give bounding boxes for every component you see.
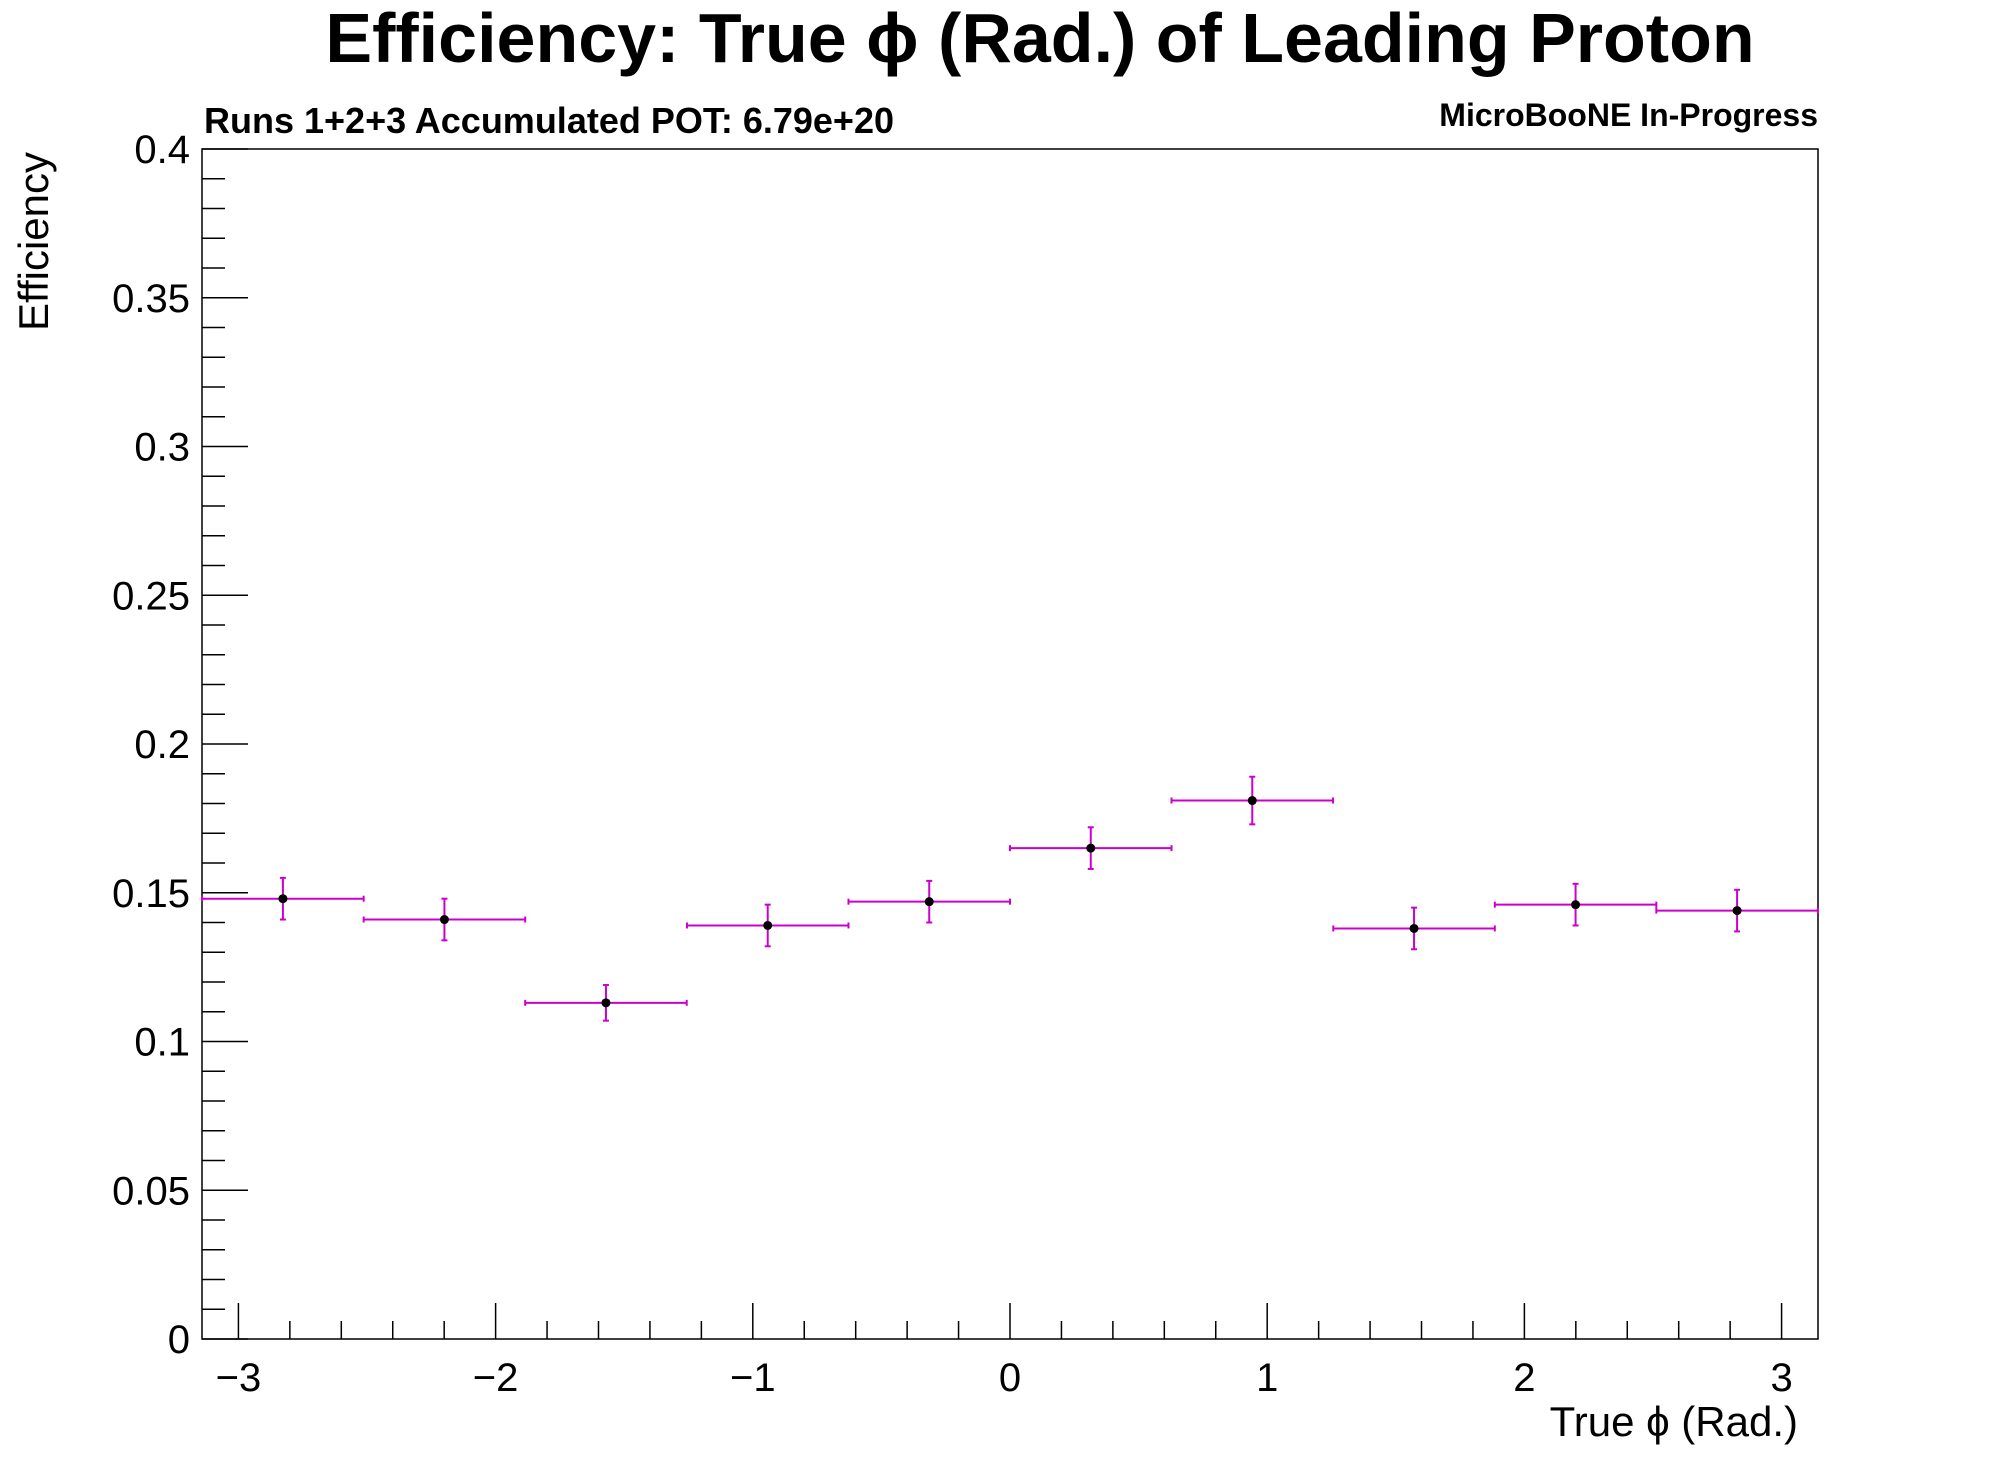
data-marker (763, 920, 773, 930)
chart-title: Efficiency: True ϕ (Rad.) of Leading Pro… (325, 0, 1754, 77)
y-tick-label: 0.1 (134, 1021, 190, 1065)
data-point (1009, 826, 1173, 870)
y-tick-label: 0.35 (112, 277, 190, 321)
y-axis-title: Efficiency (10, 152, 57, 331)
x-tick-label: 0 (999, 1356, 1021, 1400)
plot-frame (201, 148, 1819, 1340)
x-axis-ticks (237, 1303, 1783, 1339)
chart-subtitle-right: MicroBooNE In-Progress (1439, 97, 1818, 133)
data-point (362, 897, 527, 942)
data-point (847, 879, 1011, 924)
y-tick-label: 0.25 (112, 574, 190, 618)
y-tick-label: 0.3 (134, 426, 190, 470)
data-marker (278, 894, 288, 904)
data-point (1170, 775, 1335, 826)
data-marker (1571, 900, 1581, 910)
data-marker (1409, 923, 1419, 933)
x-axis-title: True ϕ (Rad.) (1550, 1398, 1798, 1445)
data-point (685, 903, 850, 948)
data-marker (1247, 796, 1257, 806)
x-tick-label: −2 (473, 1356, 519, 1400)
data-points (201, 775, 1819, 1022)
x-tick-label: −1 (730, 1356, 776, 1400)
y-axis-tick-labels: 0 0.05 0.1 0.15 0.2 0.25 0.3 0.35 0.4 (112, 128, 190, 1362)
data-point (1332, 906, 1496, 951)
x-tick-label: 1 (1256, 1356, 1278, 1400)
data-marker (1086, 843, 1096, 853)
data-point (1655, 888, 1819, 933)
y-tick-label: 0 (168, 1318, 190, 1362)
data-marker (1732, 906, 1742, 916)
data-point (201, 876, 365, 921)
x-tick-label: 2 (1513, 1356, 1535, 1400)
x-tick-label: −3 (216, 1356, 262, 1400)
x-tick-label: 3 (1770, 1356, 1792, 1400)
y-tick-label: 0.4 (134, 128, 190, 172)
data-point (1493, 882, 1658, 927)
data-marker (924, 897, 934, 907)
y-tick-label: 0.05 (112, 1169, 190, 1213)
chart-subtitle-left: Runs 1+2+3 Accumulated POT: 6.79e+20 (204, 100, 894, 141)
y-tick-label: 0.15 (112, 872, 190, 916)
x-axis-tick-labels: −3 −2 −1 0 1 2 3 (216, 1356, 1793, 1400)
y-axis-ticks (202, 148, 248, 1340)
y-tick-label: 0.2 (134, 723, 190, 767)
data-marker (601, 998, 611, 1008)
data-marker (439, 915, 449, 925)
data-point (524, 983, 688, 1022)
